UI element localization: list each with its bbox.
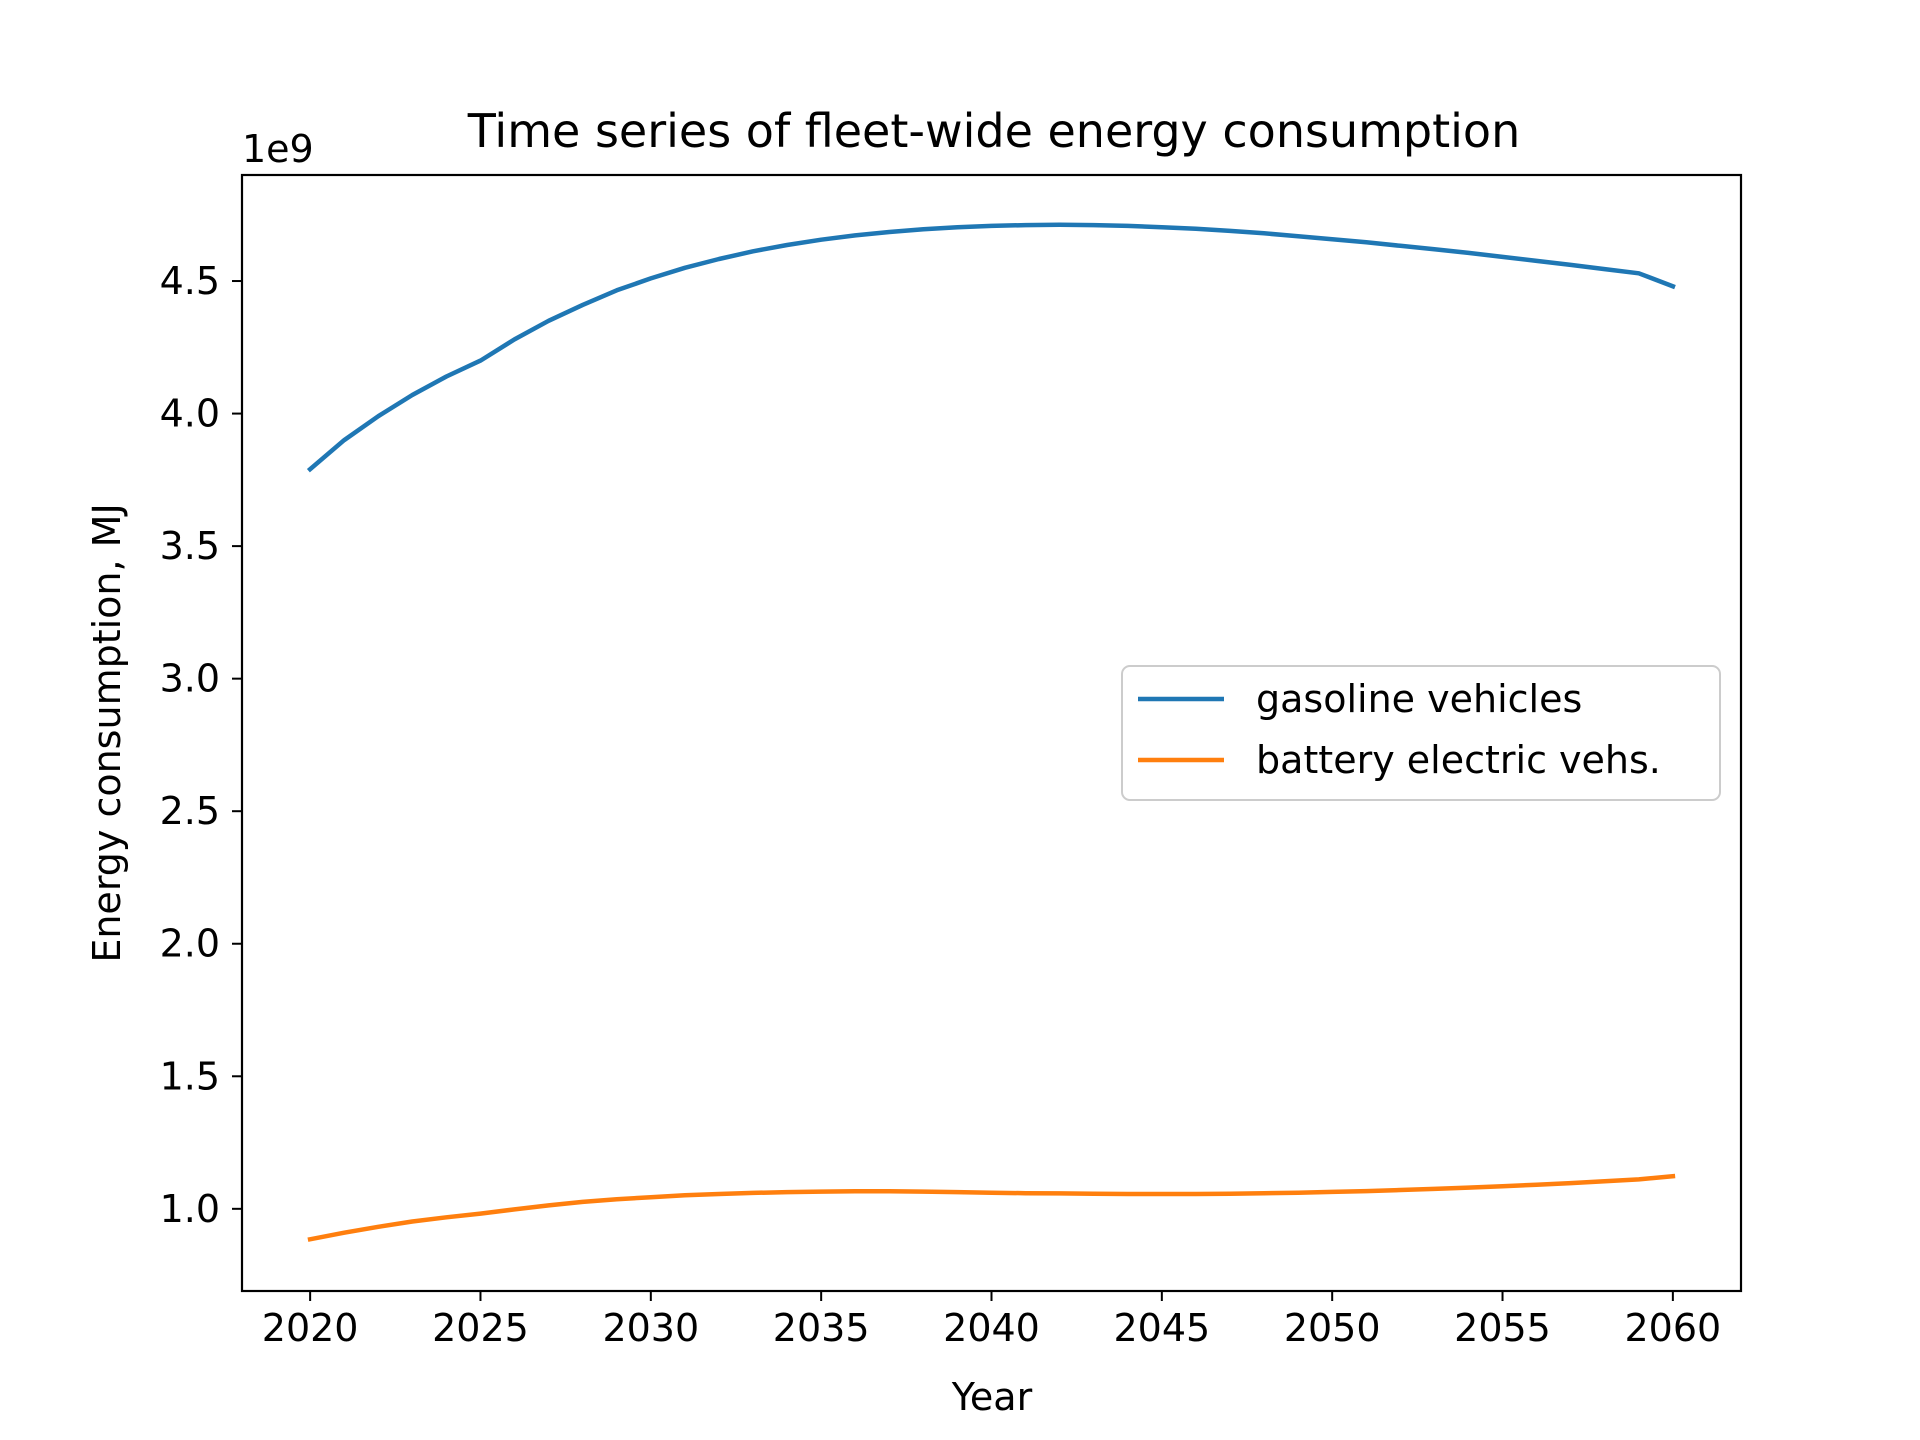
x-tick-label: 2040 bbox=[943, 1306, 1040, 1350]
x-axis-label: Year bbox=[951, 1375, 1033, 1419]
y-tick-label: 3.0 bbox=[160, 657, 220, 701]
legend-label-gasoline: gasoline vehicles bbox=[1256, 677, 1582, 721]
x-tick-label: 2055 bbox=[1454, 1306, 1551, 1350]
series-line-0 bbox=[306, 222, 1676, 473]
y-tick-label: 4.5 bbox=[160, 259, 220, 303]
y-tick-label: 2.0 bbox=[160, 922, 220, 966]
x-tick-label: 2035 bbox=[773, 1306, 870, 1350]
y-tick-label: 1.5 bbox=[160, 1054, 220, 1098]
x-tick-label: 2030 bbox=[602, 1306, 699, 1350]
y-axis: 1.0 1.5 2.0 2.5 3.0 3.5 4.0 4.5 bbox=[160, 259, 242, 1231]
y-tick-label: 2.5 bbox=[160, 789, 220, 833]
x-tick-label: 2050 bbox=[1284, 1306, 1381, 1350]
x-tick-label: 2060 bbox=[1625, 1306, 1722, 1350]
legend: gasoline vehicles battery electric vehs. bbox=[1121, 665, 1721, 801]
y-offset-label: 1e9 bbox=[242, 127, 314, 171]
y-tick-label: 1.0 bbox=[160, 1187, 220, 1231]
legend-label-battery: battery electric vehs. bbox=[1256, 738, 1661, 782]
series-layer bbox=[306, 222, 1676, 1242]
y-tick-label: 3.5 bbox=[160, 524, 220, 568]
legend-box bbox=[1121, 665, 1721, 801]
series-line-1 bbox=[307, 1173, 1676, 1242]
y-axis-label: Energy consumption, MJ bbox=[85, 503, 129, 962]
x-tick-label: 2025 bbox=[432, 1306, 529, 1350]
y-tick-label: 4.0 bbox=[160, 392, 220, 436]
x-tick-label: 2020 bbox=[262, 1306, 359, 1350]
chart-title: Time series of fleet-wide energy consump… bbox=[467, 104, 1520, 158]
x-tick-label: 2045 bbox=[1113, 1306, 1210, 1350]
x-axis: 2020 2025 2030 2035 2040 2045 2050 2055 2060 bbox=[262, 1291, 1721, 1350]
